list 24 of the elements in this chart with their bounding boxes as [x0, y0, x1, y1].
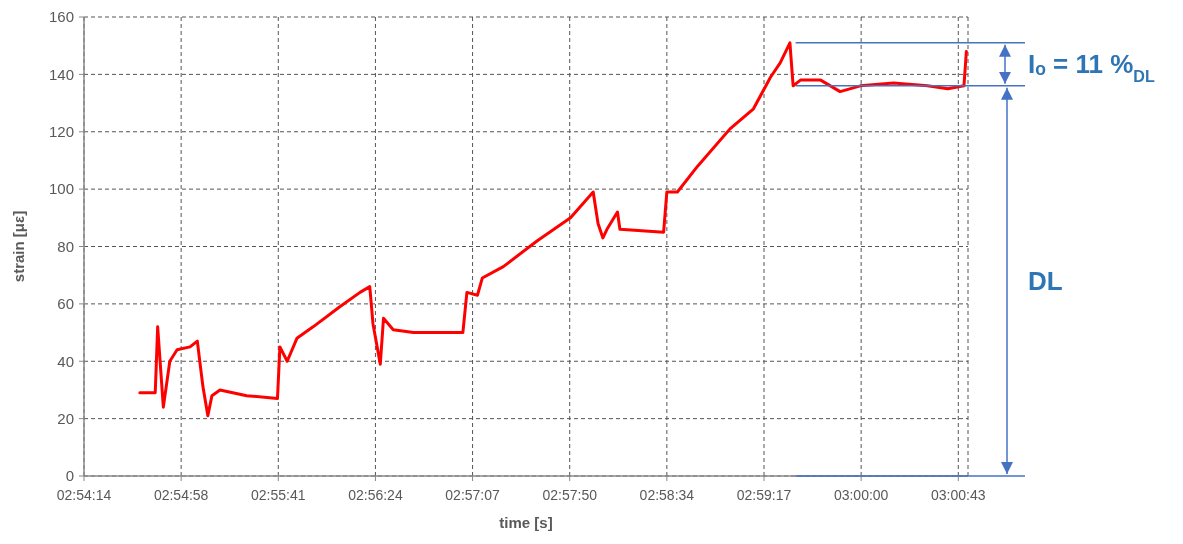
x-tick-label: 02:57:50 — [542, 487, 598, 503]
x-tick-label: 02:54:58 — [153, 487, 209, 503]
line-series — [138, 41, 968, 418]
x-tick-label: 02:58:34 — [639, 487, 695, 503]
y-tick-label: 140 — [48, 65, 74, 83]
y-tick-label: 100 — [48, 180, 74, 198]
x-tick-label: 02:56:24 — [348, 487, 403, 503]
y-tick-label: 0 — [65, 467, 74, 485]
y-tick-label: 160 — [48, 8, 74, 26]
y-tick-label: 20 — [57, 409, 74, 427]
x-tick-label: 02:54:14 — [56, 487, 112, 503]
y-tick-label: 80 — [57, 237, 74, 255]
y-tick-label: 60 — [57, 295, 74, 313]
text: DL — [1028, 266, 1063, 297]
text: Iₒ = 11 %$_{DL}$ — [1028, 49, 1155, 86]
y-axis-title: strain [με] — [10, 210, 27, 283]
x-tick-label: 03:00:00 — [833, 487, 889, 503]
y-tick-label: 40 — [57, 352, 74, 370]
x-tick-label: 02:59:17 — [736, 487, 792, 503]
x-tick-label: 02:57:07 — [445, 487, 501, 503]
x-tick-label: 03:00:43 — [931, 487, 986, 503]
x-axis-title: time [s] — [499, 514, 553, 531]
y-tick-label: 120 — [48, 123, 74, 140]
x-tick-label: 02:55:41 — [251, 487, 306, 503]
